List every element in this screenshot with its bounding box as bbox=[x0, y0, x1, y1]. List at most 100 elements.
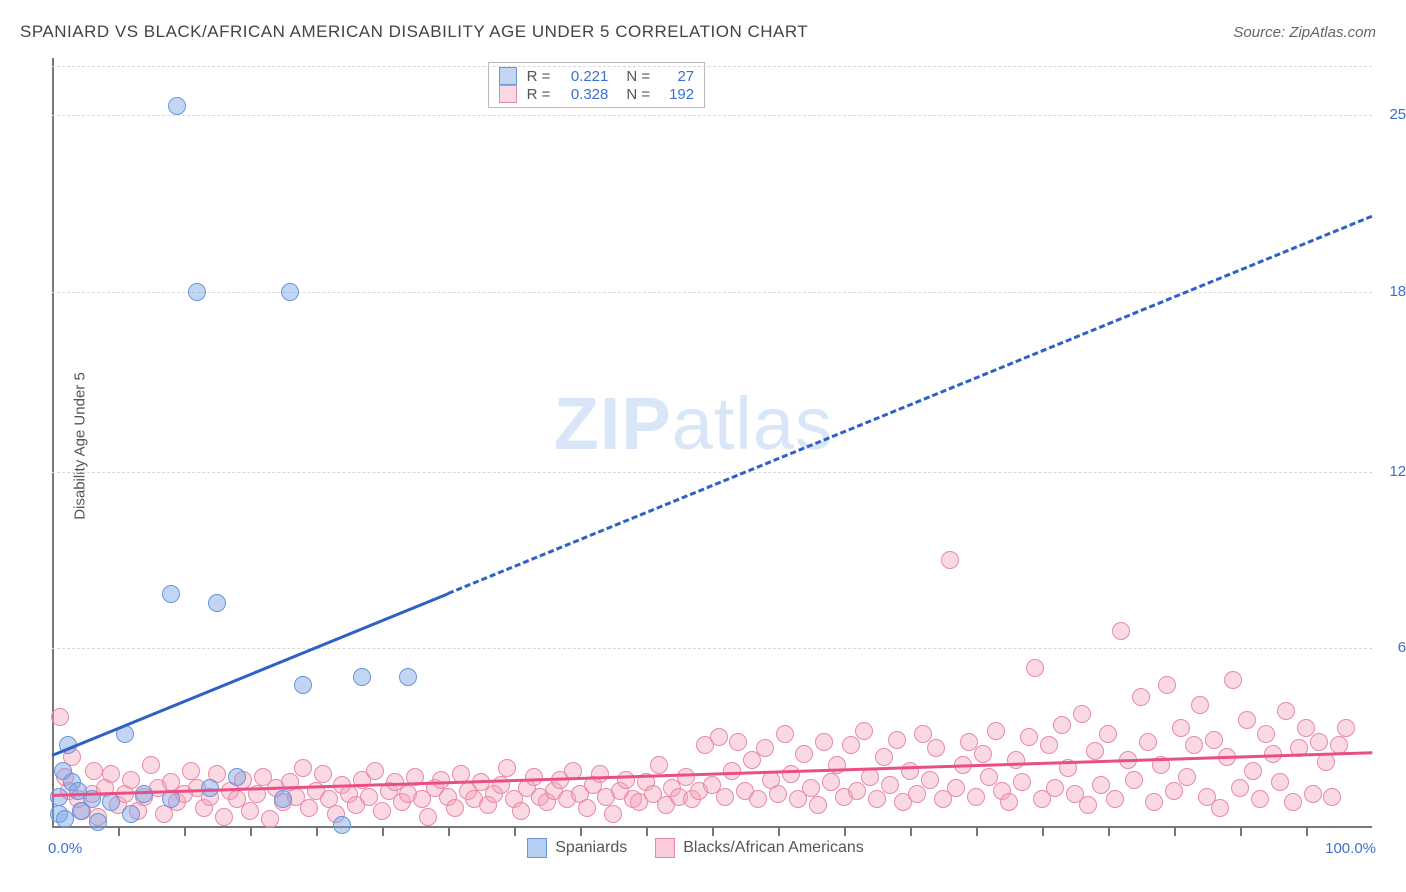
scatter-point-pink bbox=[941, 551, 959, 569]
legend-swatch bbox=[655, 838, 675, 858]
scatter-point-pink bbox=[366, 762, 384, 780]
scatter-point-pink bbox=[1257, 725, 1275, 743]
scatter-point-pink bbox=[1205, 731, 1223, 749]
scatter-point-pink bbox=[842, 736, 860, 754]
scatter-point-pink bbox=[769, 785, 787, 803]
scatter-point-pink bbox=[1020, 728, 1038, 746]
x-tick bbox=[250, 828, 252, 836]
scatter-point-blue bbox=[56, 810, 74, 828]
scatter-point-pink bbox=[102, 765, 120, 783]
scatter-point-pink bbox=[591, 765, 609, 783]
scatter-point-blue bbox=[208, 594, 226, 612]
x-tick bbox=[580, 828, 582, 836]
scatter-point-pink bbox=[294, 759, 312, 777]
gridline bbox=[52, 115, 1372, 116]
scatter-point-pink bbox=[1244, 762, 1262, 780]
source-label: Source: bbox=[1233, 24, 1289, 41]
scatter-point-pink bbox=[51, 708, 69, 726]
stats-n-value: 192 bbox=[660, 86, 694, 103]
scatter-point-blue bbox=[168, 97, 186, 115]
scatter-point-pink bbox=[888, 731, 906, 749]
scatter-point-pink bbox=[1271, 773, 1289, 791]
x-tick bbox=[1042, 828, 1044, 836]
scatter-point-pink bbox=[512, 802, 530, 820]
scatter-point-blue bbox=[294, 676, 312, 694]
scatter-point-blue bbox=[353, 668, 371, 686]
scatter-point-pink bbox=[1211, 799, 1229, 817]
x-tick-label: 0.0% bbox=[48, 840, 82, 857]
scatter-point-pink bbox=[855, 722, 873, 740]
scatter-point-pink bbox=[525, 768, 543, 786]
scatter-point-blue bbox=[281, 283, 299, 301]
x-tick bbox=[316, 828, 318, 836]
scatter-point-pink bbox=[1125, 771, 1143, 789]
source-value: ZipAtlas.com bbox=[1289, 24, 1376, 41]
scatter-point-pink bbox=[1132, 688, 1150, 706]
x-tick bbox=[448, 828, 450, 836]
scatter-point-pink bbox=[215, 808, 233, 826]
scatter-point-pink bbox=[85, 762, 103, 780]
scatter-point-pink bbox=[875, 748, 893, 766]
scatter-point-blue bbox=[72, 802, 90, 820]
scatter-point-pink bbox=[300, 799, 318, 817]
scatter-point-pink bbox=[1304, 785, 1322, 803]
scatter-point-blue bbox=[274, 790, 292, 808]
scatter-point-pink bbox=[1139, 733, 1157, 751]
legend-label: Spaniards bbox=[555, 839, 627, 857]
scatter-point-pink bbox=[749, 790, 767, 808]
scatter-point-pink bbox=[1284, 793, 1302, 811]
watermark-zip: ZIP bbox=[554, 382, 672, 465]
x-tick bbox=[646, 828, 648, 836]
scatter-point-pink bbox=[604, 805, 622, 823]
scatter-point-pink bbox=[710, 728, 728, 746]
gridline bbox=[52, 472, 1372, 473]
stats-row: R =0.221N =27 bbox=[499, 67, 695, 85]
scatter-point-pink bbox=[802, 779, 820, 797]
stats-r-label: R = bbox=[527, 86, 551, 103]
stats-row: R =0.328N =192 bbox=[499, 85, 695, 103]
x-tick bbox=[1240, 828, 1242, 836]
scatter-point-pink bbox=[261, 810, 279, 828]
legend-swatch bbox=[527, 838, 547, 858]
scatter-point-pink bbox=[617, 771, 635, 789]
x-tick bbox=[184, 828, 186, 836]
scatter-point-pink bbox=[1172, 719, 1190, 737]
scatter-point-pink bbox=[947, 779, 965, 797]
x-tick bbox=[976, 828, 978, 836]
scatter-point-blue bbox=[228, 768, 246, 786]
scatter-point-blue bbox=[89, 813, 107, 831]
scatter-point-pink bbox=[1297, 719, 1315, 737]
source-credit: Source: ZipAtlas.com bbox=[1233, 24, 1376, 41]
chart-container: SPANIARD VS BLACK/AFRICAN AMERICAN DISAB… bbox=[0, 0, 1406, 892]
scatter-point-pink bbox=[756, 739, 774, 757]
scatter-point-pink bbox=[241, 802, 259, 820]
scatter-point-blue bbox=[102, 793, 120, 811]
scatter-point-pink bbox=[1251, 790, 1269, 808]
scatter-point-pink bbox=[927, 739, 945, 757]
scatter-point-pink bbox=[848, 782, 866, 800]
x-tick-label: 100.0% bbox=[1325, 840, 1376, 857]
scatter-point-pink bbox=[1191, 696, 1209, 714]
scatter-point-pink bbox=[1238, 711, 1256, 729]
stats-r-label: R = bbox=[527, 68, 551, 85]
chart-title: SPANIARD VS BLACK/AFRICAN AMERICAN DISAB… bbox=[20, 22, 808, 42]
y-tick-label: 18.8% bbox=[1377, 283, 1406, 300]
trend-line bbox=[447, 215, 1372, 595]
scatter-point-pink bbox=[974, 745, 992, 763]
scatter-point-pink bbox=[987, 722, 1005, 740]
stats-n-label: N = bbox=[626, 68, 650, 85]
scatter-point-pink bbox=[314, 765, 332, 783]
scatter-point-pink bbox=[716, 788, 734, 806]
scatter-point-blue bbox=[333, 816, 351, 834]
scatter-point-pink bbox=[1046, 779, 1064, 797]
legend-item: Blacks/African Americans bbox=[655, 838, 864, 858]
scatter-point-pink bbox=[1013, 773, 1031, 791]
scatter-point-blue bbox=[399, 668, 417, 686]
scatter-point-pink bbox=[1092, 776, 1110, 794]
series-swatch bbox=[499, 67, 517, 85]
scatter-point-pink bbox=[782, 765, 800, 783]
x-tick bbox=[382, 828, 384, 836]
scatter-point-pink bbox=[1277, 702, 1295, 720]
gridline bbox=[52, 648, 1372, 649]
y-tick-label: 6.3% bbox=[1377, 639, 1406, 656]
